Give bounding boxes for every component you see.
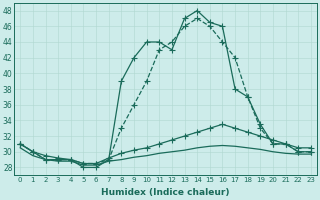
X-axis label: Humidex (Indice chaleur): Humidex (Indice chaleur) — [101, 188, 230, 197]
